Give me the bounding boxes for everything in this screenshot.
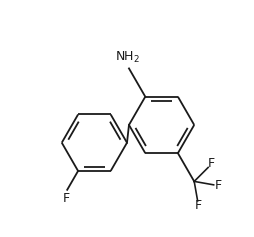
- Text: NH$_2$: NH$_2$: [116, 50, 140, 65]
- Text: F: F: [63, 192, 70, 205]
- Text: F: F: [215, 179, 222, 192]
- Text: F: F: [195, 199, 202, 212]
- Text: F: F: [208, 157, 215, 170]
